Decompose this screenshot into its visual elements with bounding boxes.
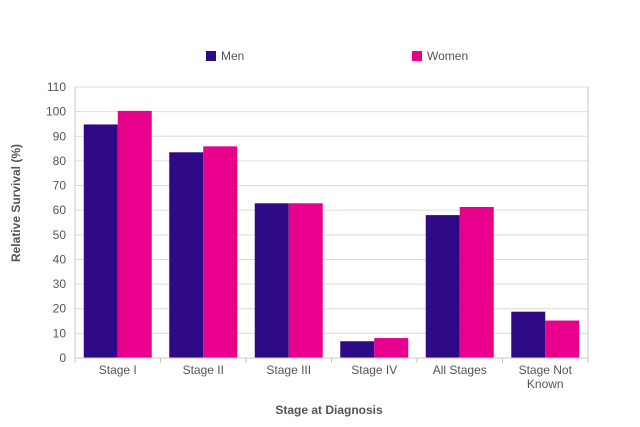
- x-tick-label: All Stages: [433, 363, 487, 377]
- y-tick-label: 10: [53, 326, 67, 340]
- bar-men-1: [169, 152, 204, 358]
- legend-label-men: Men: [221, 49, 244, 63]
- axes: [74, 87, 589, 363]
- legend-label-women: Women: [427, 49, 468, 63]
- y-tick-label: 40: [53, 252, 67, 266]
- y-tick-label: 0: [59, 351, 66, 365]
- y-tick-label: 50: [53, 228, 67, 242]
- y-tick-label: 60: [53, 203, 67, 217]
- y-tick-labels: 0 10 20 30 40 50 60 70 80 90 100 110: [46, 80, 66, 365]
- y-tick-label: 90: [53, 129, 67, 143]
- x-tick-label-line: Stage I: [99, 363, 137, 377]
- x-tick-label-line: All Stages: [433, 363, 487, 377]
- x-tick-label-line: Stage Not: [519, 363, 573, 377]
- x-tick-labels: Stage I Stage II Stage III Stage IV All Stag…: [99, 363, 573, 391]
- x-tick-label: Stage I: [99, 363, 137, 377]
- x-tick-label-line: Stage III: [266, 363, 311, 377]
- bar-men-2: [254, 203, 289, 358]
- bar-women-1: [203, 146, 238, 358]
- y-tick-label: 20: [53, 302, 67, 316]
- y-tick-label: 80: [53, 154, 67, 168]
- x-tick-label-line: Known: [527, 377, 564, 391]
- bar-women-5: [545, 320, 580, 358]
- bar-men-0: [83, 124, 118, 359]
- bar-men-4: [425, 215, 460, 358]
- y-tick-label: 110: [47, 80, 66, 94]
- x-tick-label-line: Stage II: [183, 363, 224, 377]
- bars: [83, 110, 580, 359]
- bar-women-0: [117, 110, 152, 358]
- bar-men-3: [340, 341, 375, 358]
- legend-swatch-men: [206, 51, 216, 61]
- x-tick-label: Stage III: [266, 363, 311, 377]
- bar-women-2: [288, 203, 323, 358]
- x-tick-label: Stage II: [183, 363, 224, 377]
- y-axis-title: Relative Survival (%): [9, 144, 23, 262]
- x-tick-label-line: Stage IV: [351, 363, 397, 377]
- gridlines: [75, 86, 588, 334]
- x-axis-title: Stage at Diagnosis: [275, 403, 383, 417]
- bar-women-3: [374, 338, 409, 358]
- bar-women-4: [459, 206, 494, 358]
- x-tick-label: Stage IV: [351, 363, 397, 377]
- y-tick-label: 70: [53, 179, 67, 193]
- legend: Men Women: [206, 49, 468, 63]
- y-tick-label: 30: [53, 277, 67, 291]
- legend-swatch-women: [412, 51, 422, 61]
- x-tick-label: Stage Not Known: [519, 363, 573, 391]
- bar-men-5: [511, 311, 546, 358]
- y-tick-label: 100: [46, 105, 66, 119]
